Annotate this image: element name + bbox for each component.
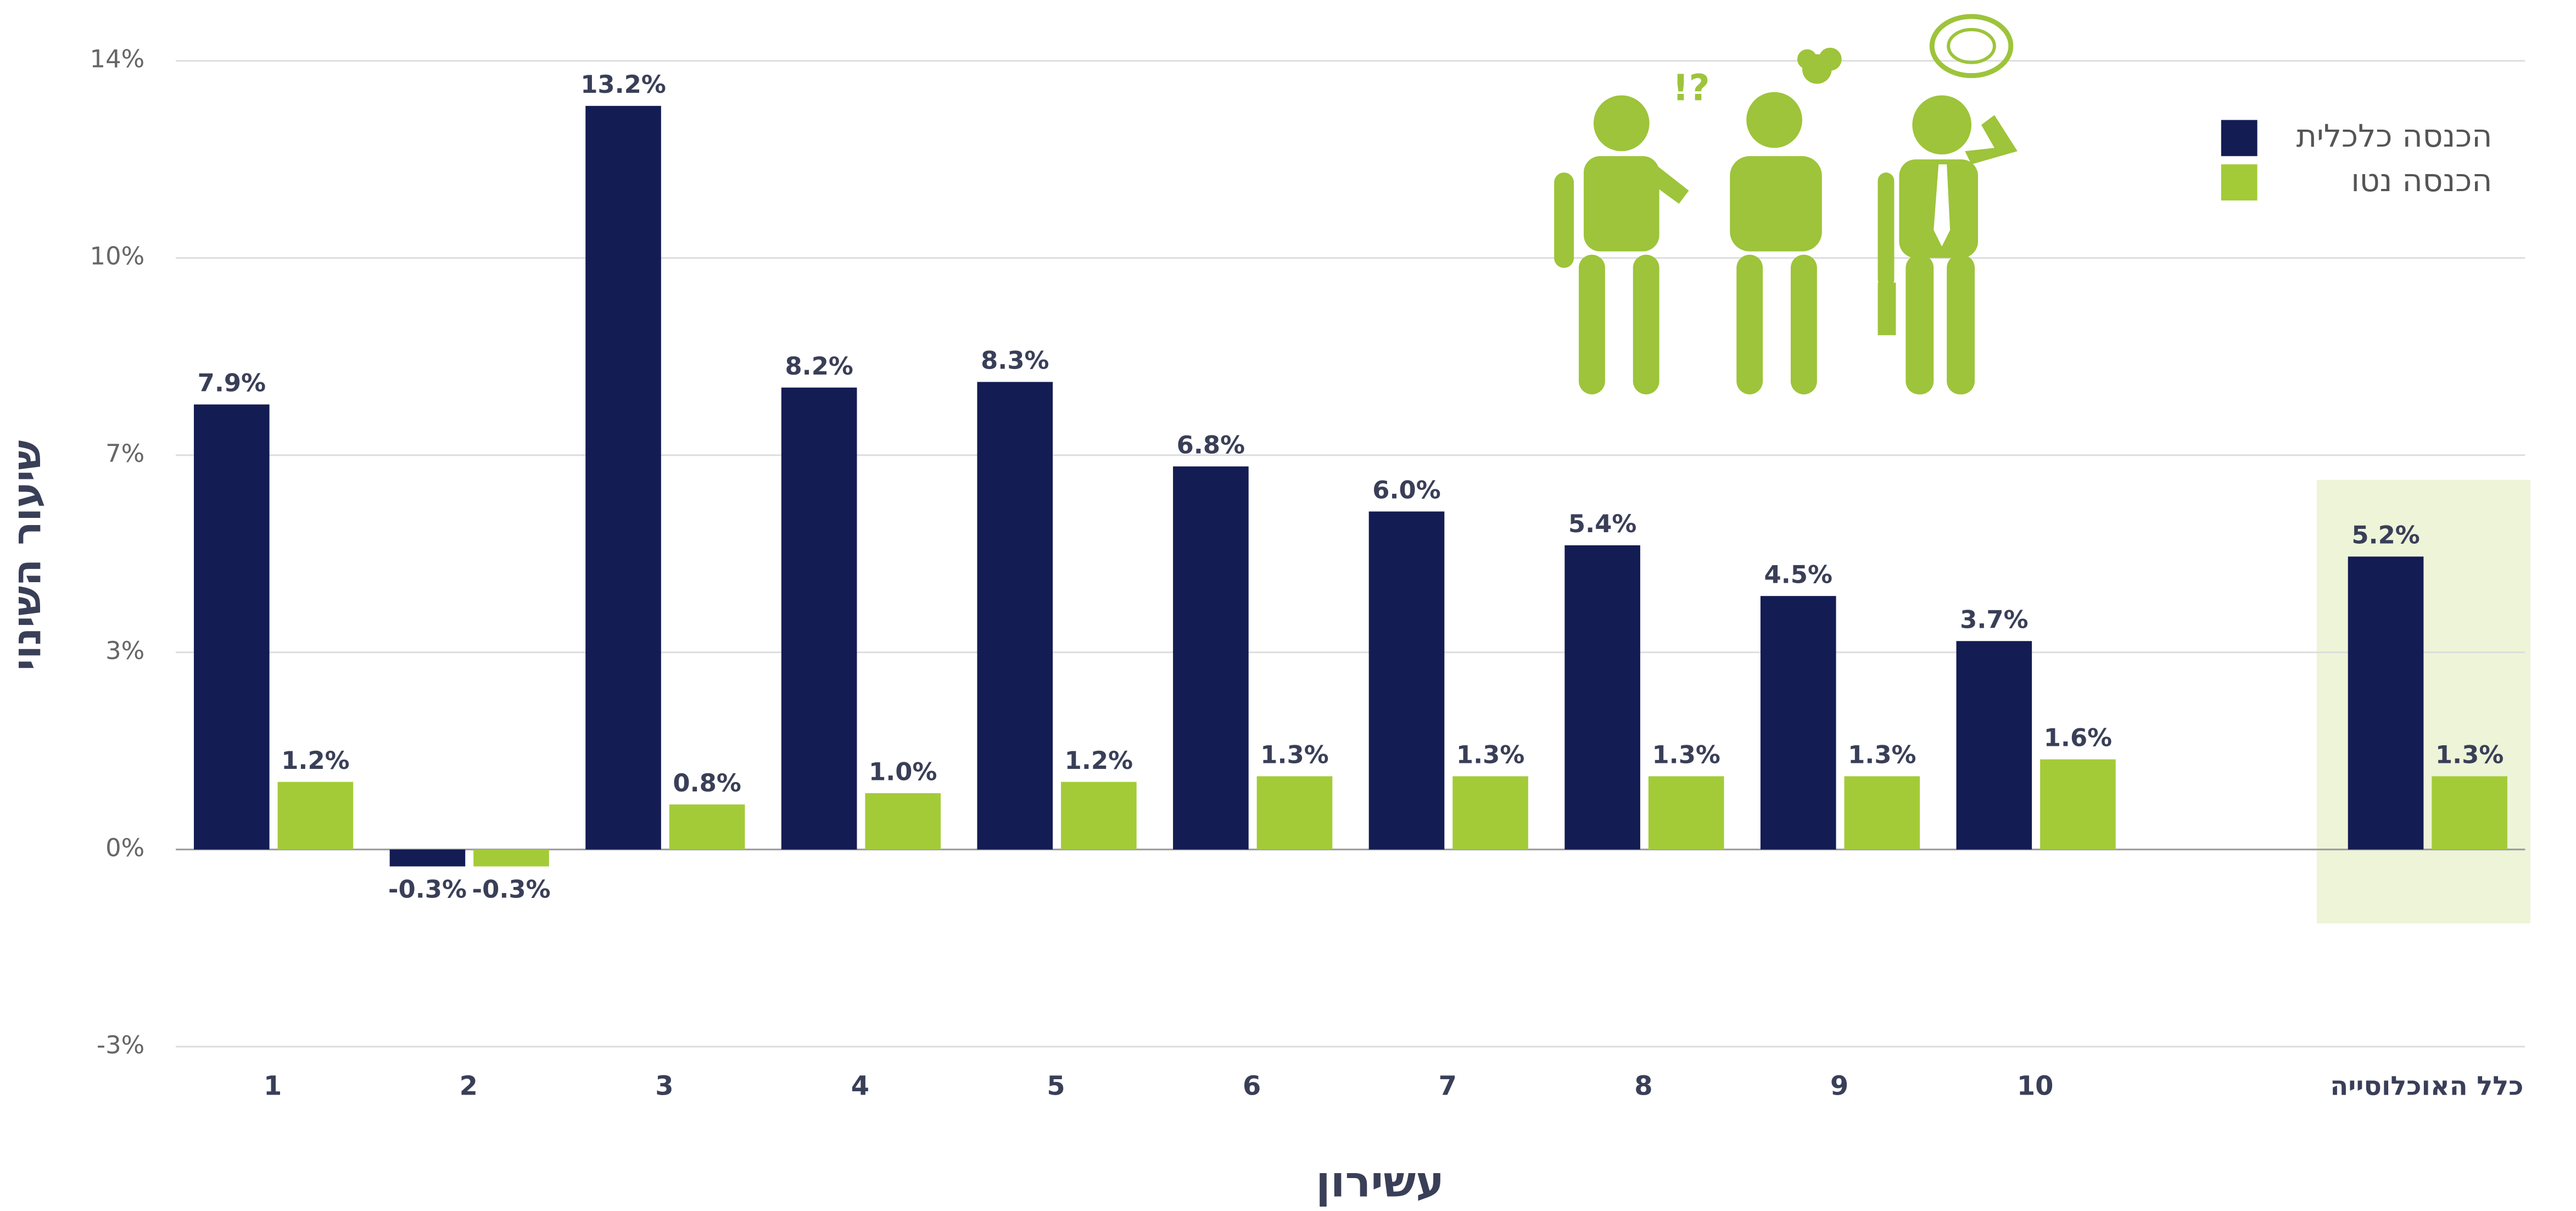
y-tick-label: 0% <box>105 833 144 862</box>
bar <box>1256 776 1333 850</box>
bar <box>585 105 661 850</box>
bar <box>1061 782 1137 850</box>
x-tick-label: 5 <box>1047 1072 1065 1102</box>
data-label: 4.5% <box>1764 560 1832 589</box>
data-label: 3.7% <box>1960 605 2028 634</box>
y-tick-label: -3% <box>97 1030 144 1059</box>
data-label: 1.3% <box>1652 740 1720 769</box>
data-label: -0.3% <box>472 874 550 903</box>
svg-text:!?: !? <box>1673 67 1710 109</box>
data-label: 1.2% <box>1065 746 1133 775</box>
data-label: 5.4% <box>1568 509 1636 538</box>
data-label: 8.2% <box>785 351 853 381</box>
data-label: 6.0% <box>1372 475 1440 504</box>
y-tick-label: 10% <box>90 242 145 271</box>
legend-swatch <box>2221 164 2258 201</box>
x-tick-label: 4 <box>851 1072 869 1102</box>
illustration: !? <box>1554 14 2018 395</box>
bar <box>2348 556 2424 850</box>
y-tick-label: 3% <box>105 636 144 665</box>
bar <box>977 382 1053 850</box>
x-tick-label: 6 <box>1243 1072 1261 1102</box>
bar <box>473 849 549 867</box>
bar <box>1173 466 1249 850</box>
x-tick-label: 8 <box>1634 1072 1652 1102</box>
bar <box>1368 511 1445 850</box>
data-label: 1.3% <box>2435 740 2504 769</box>
bar <box>277 782 354 850</box>
x-tick-label: 10 <box>2017 1072 2054 1102</box>
plot: -3% 0% 3% 7% 10% 14% 1 2 3 4 5 6 7 8 9 10 כלל האוכלוסייה… <box>90 44 2530 1102</box>
data-label: 1.3% <box>1848 740 1916 769</box>
data-label: 6.8% <box>1177 430 1245 459</box>
bar <box>194 404 270 850</box>
data-label: -0.3% <box>388 874 467 903</box>
x-tick-label: 2 <box>460 1072 478 1102</box>
bar <box>781 387 857 850</box>
data-label: 7.9% <box>198 369 266 398</box>
y-tick-label: 14% <box>90 44 145 74</box>
x-tick-label: 7 <box>1439 1072 1457 1102</box>
x-axis-title: עשירון <box>1316 1158 1444 1207</box>
data-label: 1.3% <box>1456 740 1524 769</box>
bar <box>2432 776 2507 850</box>
legend-label: הכנסה כלכלית <box>2296 118 2493 154</box>
legend-swatch <box>2221 120 2258 157</box>
bar <box>2040 759 2116 850</box>
x-tick-label: 9 <box>1830 1072 1848 1102</box>
data-label: 8.3% <box>981 346 1049 375</box>
data-label: 1.0% <box>869 757 937 786</box>
bar <box>389 849 466 867</box>
bar <box>1648 776 1724 850</box>
y-tick-label: 7% <box>105 439 144 468</box>
bar <box>1956 641 2032 850</box>
y-axis-title: שיעור השינוי <box>3 440 49 671</box>
data-label: 0.8% <box>673 768 741 797</box>
data-label: 13.2% <box>580 70 666 99</box>
data-label: 1.3% <box>1260 740 1328 769</box>
legend-label: הכנסה נטו <box>2351 163 2492 199</box>
bar <box>865 793 941 850</box>
bar <box>669 804 745 850</box>
x-tick-label: כלל האוכלוסייה <box>2330 1072 2523 1102</box>
bar <box>1844 776 1920 850</box>
data-label: 5.2% <box>2351 520 2419 549</box>
x-tick-label: 3 <box>655 1072 673 1102</box>
bar <box>1564 545 1640 850</box>
bar <box>1760 596 1836 850</box>
bar <box>1452 776 1528 850</box>
data-label: 1.2% <box>281 746 349 775</box>
data-label: 1.6% <box>2044 723 2112 752</box>
x-tick-label: 1 <box>264 1072 282 1102</box>
